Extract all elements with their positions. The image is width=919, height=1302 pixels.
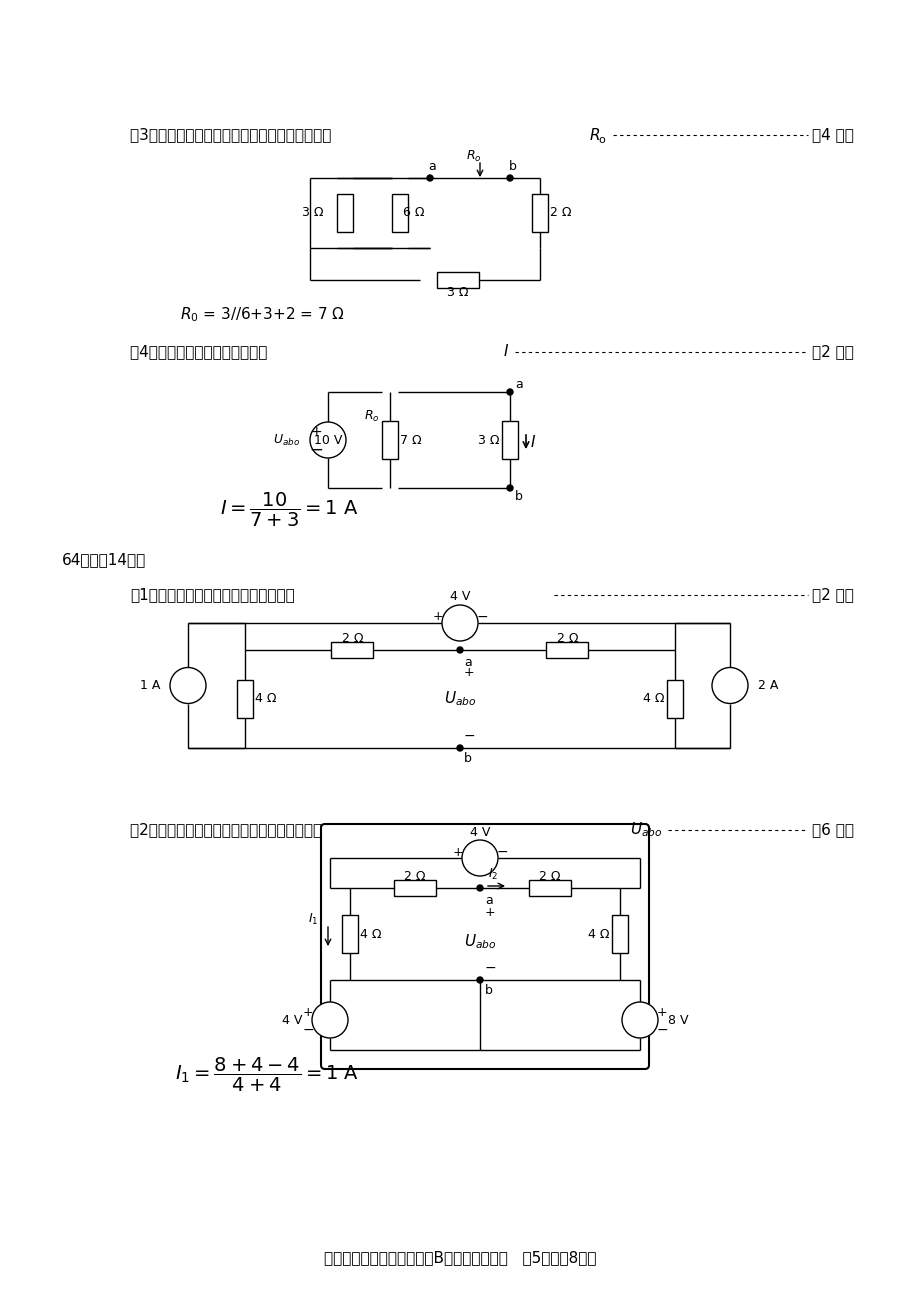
Text: −: − <box>476 611 487 624</box>
Text: （2 分）: （2 分） <box>811 587 853 603</box>
Text: −: − <box>301 1023 313 1036</box>
Text: （1）断开待求支路，形成有源二端网络: （1）断开待求支路，形成有源二端网络 <box>130 587 294 603</box>
Text: 2 A: 2 A <box>757 680 777 691</box>
Text: $R_o$: $R_o$ <box>364 409 380 423</box>
Text: 2 Ω: 2 Ω <box>556 631 578 644</box>
Circle shape <box>711 668 747 703</box>
Text: $U_{abo}$: $U_{abo}$ <box>630 820 662 840</box>
Text: $U_{abo}$: $U_{abo}$ <box>273 432 300 448</box>
Circle shape <box>476 976 482 983</box>
Circle shape <box>476 885 482 891</box>
Text: $U_{abo}$: $U_{abo}$ <box>463 932 495 952</box>
Text: 6 Ω: 6 Ω <box>403 207 424 220</box>
FancyBboxPatch shape <box>321 824 648 1069</box>
Text: 4 Ω: 4 Ω <box>588 927 609 940</box>
Text: $I_2$: $I_2$ <box>487 866 498 881</box>
Text: 4 V: 4 V <box>470 825 490 838</box>
Bar <box>391 194 407 232</box>
Bar <box>237 680 253 717</box>
Text: +: + <box>302 1005 313 1018</box>
Text: −: − <box>655 1023 667 1036</box>
Bar <box>437 272 479 288</box>
Text: （6 分）: （6 分） <box>811 823 853 837</box>
Text: 3 Ω: 3 Ω <box>478 434 499 447</box>
Text: 电子电工专业综合理论试题B答案及评分参考   第5页（共8页）: 电子电工专业综合理论试题B答案及评分参考 第5页（共8页） <box>323 1250 596 1266</box>
Text: +: + <box>310 424 322 439</box>
Text: 2 Ω: 2 Ω <box>550 207 571 220</box>
Bar <box>528 880 571 896</box>
Text: $R_o$: $R_o$ <box>466 148 482 164</box>
Text: 8 V: 8 V <box>667 1013 687 1026</box>
Text: （3）去掉有源二端网络中的电源，求出等效电阻: （3）去掉有源二端网络中的电源，求出等效电阻 <box>130 128 335 142</box>
Circle shape <box>457 745 462 751</box>
Bar <box>502 421 517 460</box>
Text: I: I <box>504 345 508 359</box>
Text: 1 A: 1 A <box>140 680 160 691</box>
Text: $I = \dfrac{10}{7+3} = 1$ A: $I = \dfrac{10}{7+3} = 1$ A <box>220 491 358 529</box>
Text: 4 V: 4 V <box>281 1013 301 1026</box>
Text: R: R <box>589 128 600 142</box>
Text: b: b <box>463 751 471 764</box>
Text: +: + <box>484 905 495 918</box>
Text: 4 Ω: 4 Ω <box>642 693 664 706</box>
Circle shape <box>621 1003 657 1038</box>
Text: −: − <box>484 961 496 975</box>
Text: （2 分）: （2 分） <box>811 345 853 359</box>
Text: 64．（共14分）: 64．（共14分） <box>62 552 146 568</box>
Text: 2 Ω: 2 Ω <box>403 870 425 883</box>
Circle shape <box>506 389 513 395</box>
Circle shape <box>506 486 513 491</box>
Text: b: b <box>515 490 522 503</box>
Text: 3 Ω: 3 Ω <box>302 207 323 220</box>
Text: $U_{abo}$: $U_{abo}$ <box>443 690 476 708</box>
Text: a: a <box>463 655 471 668</box>
Text: 2 Ω: 2 Ω <box>539 870 561 883</box>
Text: $I$: $I$ <box>529 434 536 450</box>
Text: $R_0$ = 3//6+3+2 = 7 Ω: $R_0$ = 3//6+3+2 = 7 Ω <box>180 306 345 324</box>
Circle shape <box>441 605 478 641</box>
Bar <box>546 642 588 658</box>
Circle shape <box>170 668 206 703</box>
Text: 4 V: 4 V <box>449 591 470 604</box>
Text: +: + <box>432 611 443 624</box>
Bar <box>381 421 398 460</box>
Circle shape <box>310 422 346 458</box>
Text: $I_1 = \dfrac{8+4-4}{4+4} = 1$ A: $I_1 = \dfrac{8+4-4}{4+4} = 1$ A <box>175 1056 358 1094</box>
Text: a: a <box>427 160 436 172</box>
Bar <box>611 915 628 953</box>
Text: （4 分）: （4 分） <box>811 128 853 142</box>
Text: 4 Ω: 4 Ω <box>359 927 381 940</box>
Text: （2）将有源二端网络等效变化后，求开路电压: （2）将有源二端网络等效变化后，求开路电压 <box>130 823 326 837</box>
Text: +: + <box>452 845 463 858</box>
Text: +: + <box>656 1005 666 1018</box>
Text: −: − <box>309 441 323 460</box>
Text: +: + <box>463 665 474 678</box>
Circle shape <box>426 174 433 181</box>
Text: 2 Ω: 2 Ω <box>341 631 363 644</box>
Bar <box>393 880 436 896</box>
Bar <box>342 915 357 953</box>
Circle shape <box>506 174 513 181</box>
Bar <box>336 194 353 232</box>
Text: 3 Ω: 3 Ω <box>447 285 469 298</box>
Text: o: o <box>597 135 604 145</box>
Circle shape <box>312 1003 347 1038</box>
Circle shape <box>461 840 497 876</box>
Text: a: a <box>515 378 522 391</box>
Text: 10 V: 10 V <box>313 434 342 447</box>
Text: 7 Ω: 7 Ω <box>400 434 421 447</box>
Text: 4 Ω: 4 Ω <box>255 693 277 706</box>
Text: −: − <box>495 845 507 859</box>
Text: −: − <box>463 729 475 743</box>
Bar <box>331 642 373 658</box>
Circle shape <box>457 647 462 654</box>
Text: $I_1$: $I_1$ <box>307 911 318 927</box>
Text: （4）画出戴维南等效电路，求出: （4）画出戴维南等效电路，求出 <box>130 345 272 359</box>
Text: a: a <box>484 894 493 907</box>
Text: b: b <box>484 983 493 996</box>
Bar <box>666 680 682 717</box>
Bar <box>531 194 548 232</box>
Text: b: b <box>508 160 516 172</box>
